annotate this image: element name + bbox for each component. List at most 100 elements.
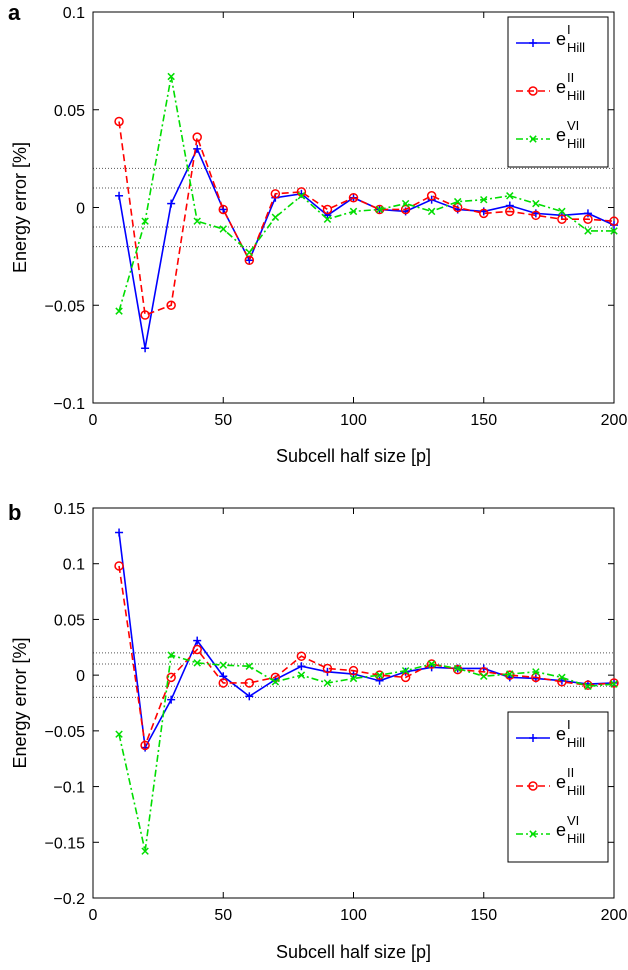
y-tick-label: −0.05 [45, 298, 86, 315]
legend-subscript: Hill [567, 783, 585, 798]
x-tick-label: 100 [340, 907, 367, 924]
data-point [115, 307, 123, 315]
data-point [297, 671, 306, 679]
data-point [583, 214, 593, 224]
data-point [349, 674, 358, 683]
legend-superscript: II [567, 70, 574, 85]
panel-letter: a [8, 0, 21, 25]
data-point [584, 227, 592, 235]
data-point [218, 678, 228, 688]
data-point [140, 310, 150, 320]
data-point [167, 695, 176, 704]
data-point [297, 192, 306, 200]
x-tick-label: 150 [470, 907, 497, 924]
legend-item-I: e I Hill [516, 22, 585, 55]
legend-label: e [556, 772, 566, 792]
data-point [140, 740, 150, 751]
data-point [609, 678, 619, 688]
data-point [610, 680, 618, 688]
legend-label: e [556, 724, 566, 744]
legend-label: e [556, 77, 566, 97]
data-point [453, 197, 462, 206]
data-point [453, 664, 462, 673]
x-axis-label: Subcell half size [p] [276, 942, 431, 962]
legend-item-II: e II Hill [516, 765, 585, 798]
legend-box [507, 711, 609, 863]
y-tick-label: 0.05 [54, 103, 85, 120]
data-point [141, 217, 149, 225]
legend-subscript: Hill [567, 735, 585, 750]
legend-subscript: Hill [567, 831, 585, 846]
data-point [141, 847, 149, 855]
legend-item-VI: e VI Hill [516, 118, 585, 151]
data-point [245, 256, 254, 265]
panel-letter: b [8, 500, 21, 525]
series-VI [115, 72, 618, 315]
series-II [114, 561, 619, 751]
data-point [506, 192, 514, 200]
legend-superscript: II [567, 765, 574, 780]
data-point [115, 191, 124, 200]
legend-marker [529, 39, 537, 47]
series-VI [115, 651, 618, 855]
data-point [192, 644, 202, 655]
data-point [271, 678, 280, 686]
y-tick-label: 0.1 [63, 557, 85, 574]
panel-b: b 0 50 100 150 200 −0.2 −0.15 −0.1 −0.05 0 0.05 0.1 0… [8, 500, 627, 962]
data-point [115, 730, 123, 738]
legend-subscript: Hill [567, 40, 585, 55]
data-point [271, 213, 280, 222]
y-tick-label: −0.15 [45, 835, 86, 852]
x-tick-label: 150 [470, 412, 497, 429]
legend-item-I: e I Hill [516, 717, 585, 750]
data-point [193, 144, 202, 153]
data-point [245, 662, 254, 670]
x-tick-label: 50 [214, 412, 232, 429]
data-point [480, 672, 488, 680]
legend-marker [529, 135, 537, 143]
data-point [193, 636, 202, 645]
y-tick-label: 0.15 [54, 501, 85, 518]
data-point [323, 211, 332, 220]
data-point [426, 191, 437, 201]
legend-label: e [556, 820, 566, 840]
data-point [193, 217, 201, 225]
data-point [297, 662, 306, 671]
data-point [506, 670, 514, 678]
y-axis-label: Energy error [%] [10, 637, 30, 768]
data-point [401, 666, 410, 675]
data-point [219, 661, 227, 669]
x-tick-label: 0 [89, 412, 98, 429]
data-point [192, 132, 202, 142]
legend-subscript: Hill [567, 88, 585, 103]
data-point [115, 528, 124, 537]
series-line [118, 146, 615, 349]
data-point [610, 227, 618, 235]
data-point [114, 561, 124, 571]
data-point [375, 676, 384, 685]
series-line [118, 565, 615, 749]
data-point [244, 678, 255, 688]
data-point [348, 665, 359, 676]
data-point [323, 215, 332, 223]
data-point [219, 225, 227, 233]
legend-label: e [556, 29, 566, 49]
data-point [427, 207, 436, 216]
data-point [323, 679, 332, 687]
data-point [322, 204, 333, 215]
data-point [583, 209, 592, 218]
data-point [349, 207, 358, 216]
data-point [427, 660, 436, 668]
x-tick-label: 200 [601, 412, 628, 429]
panel-a: a 0 50 100 150 200 −0.1 −0.05 0 0.05 0.1 Subcell ha… [8, 0, 627, 466]
legend-marker [529, 734, 537, 742]
data-point [114, 116, 124, 127]
data-point [167, 199, 176, 208]
legend-subscript: Hill [567, 136, 585, 151]
data-point [375, 671, 384, 679]
data-point [166, 672, 176, 683]
data-point [400, 672, 411, 683]
legend-item-II: e II Hill [516, 70, 585, 103]
